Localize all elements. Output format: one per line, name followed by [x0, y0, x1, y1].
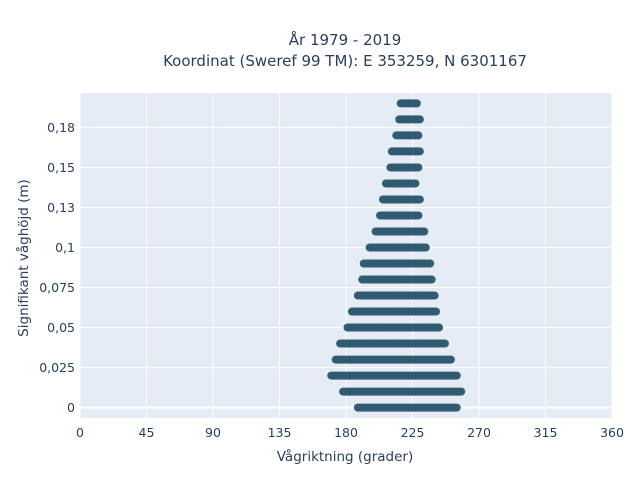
data-point: [411, 179, 420, 188]
data-point: [419, 227, 427, 236]
x-tick-label: 270: [467, 425, 491, 440]
point-band: [386, 163, 423, 172]
point-band: [358, 275, 436, 284]
x-tick-label: 135: [268, 425, 292, 440]
y-axis-ticks: 0 0,025 0,05 0,075 0,1 0,13 0,15 0,18: [39, 120, 75, 415]
data-point: [413, 163, 421, 172]
point-band: [353, 291, 439, 300]
y-tick-label: 0,13: [47, 200, 75, 215]
data-point: [451, 371, 459, 380]
point-band: [371, 227, 429, 236]
data-point: [416, 115, 424, 124]
point-band: [327, 371, 461, 380]
point-band: [353, 403, 461, 412]
y-tick-label: 0,075: [39, 280, 75, 295]
x-axis-label: Vågriktning (grader): [277, 448, 414, 465]
data-point: [422, 243, 430, 252]
point-band: [375, 211, 423, 220]
chart-title-line1: År 1979 - 2019: [289, 30, 402, 49]
point-band: [336, 339, 450, 348]
data-point: [447, 355, 455, 364]
x-tick-label: 180: [334, 425, 358, 440]
y-tick-label: 0,025: [39, 360, 75, 375]
data-point: [413, 131, 421, 140]
data-point: [457, 387, 465, 396]
data-point: [425, 259, 433, 268]
point-band: [343, 323, 444, 332]
data-point: [431, 291, 439, 300]
x-tick-label: 225: [401, 425, 425, 440]
data-point: [439, 339, 448, 348]
data-point: [451, 403, 459, 412]
data-point: [414, 195, 423, 204]
y-tick-label: 0,18: [47, 120, 75, 135]
data-point: [431, 307, 439, 316]
point-band: [395, 115, 424, 124]
x-axis-ticks: 0 45 90 135 180 225 270 315 360: [76, 425, 624, 440]
x-tick-label: 0: [76, 425, 84, 440]
point-band: [381, 179, 420, 188]
point-band: [387, 147, 424, 156]
data-point: [426, 275, 434, 284]
data-point: [435, 323, 443, 332]
x-tick-label: 360: [600, 425, 624, 440]
data-point: [411, 99, 420, 108]
point-band: [392, 131, 423, 140]
y-tick-label: 0,05: [47, 320, 75, 335]
data-point: [414, 211, 423, 220]
point-band: [378, 195, 424, 204]
x-tick-label: 315: [534, 425, 558, 440]
x-tick-label: 45: [139, 425, 155, 440]
x-tick-label: 90: [205, 425, 221, 440]
point-band: [331, 355, 455, 364]
y-tick-label: 0: [67, 400, 75, 415]
point-band: [359, 259, 435, 268]
chart-title-line2: Koordinat (Sweref 99 TM): E 353259, N 63…: [163, 52, 527, 70]
data-points: [327, 99, 466, 412]
point-band: [347, 307, 441, 316]
y-tick-label: 0,15: [47, 160, 75, 175]
point-band: [365, 243, 430, 252]
point-band: [396, 99, 421, 108]
data-point: [414, 147, 423, 156]
y-axis-label: Signifikant våghöjd (m): [15, 179, 32, 337]
point-band: [339, 387, 466, 396]
y-tick-label: 0,1: [55, 240, 75, 255]
